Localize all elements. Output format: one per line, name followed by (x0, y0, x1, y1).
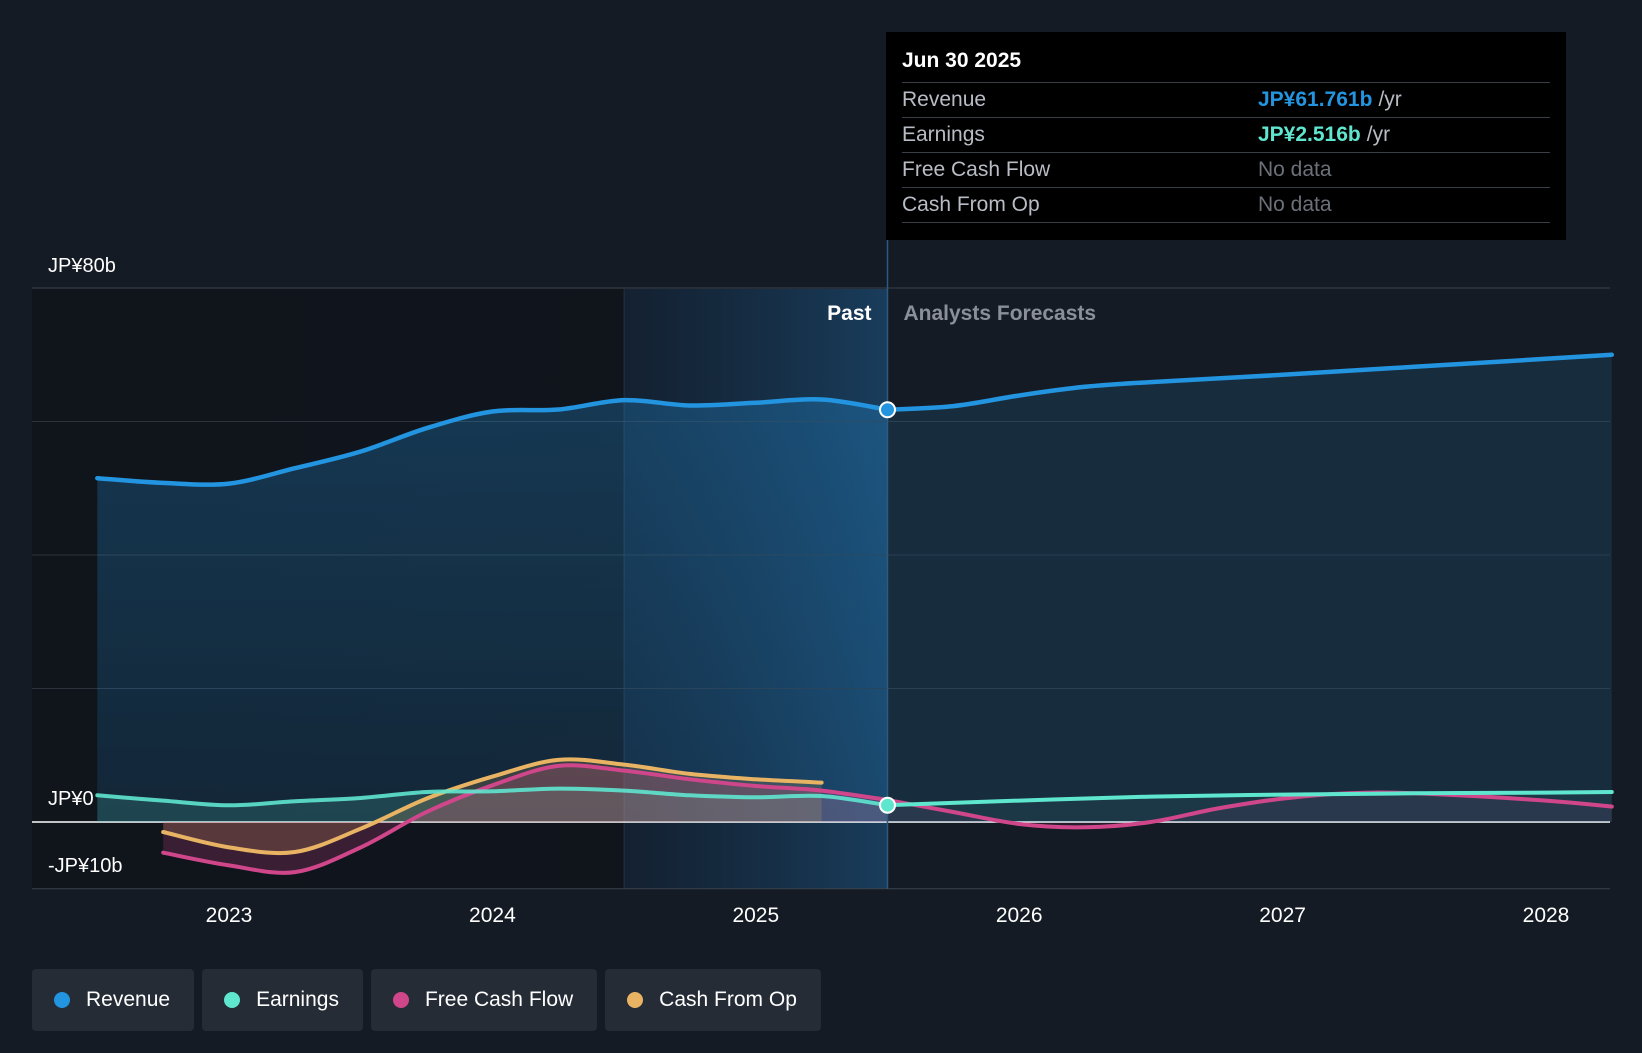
legend-label: Cash From Op (659, 988, 797, 1011)
earnings-line-forecast (885, 790, 1614, 808)
tooltip-label: Earnings (902, 123, 985, 146)
revenue-area-forecast (887, 354, 1612, 822)
free-cash-flow-area-forecast (887, 792, 1612, 828)
earnings-marker (879, 796, 896, 814)
tooltip-row-revenue: Revenue JP¥61.761b /yr (902, 82, 1550, 117)
tooltip: Jun 30 2025 Revenue JP¥61.761b /yr Earni… (886, 32, 1566, 240)
x-tick-label: 2028 (1523, 904, 1570, 927)
revenue-marker (879, 401, 896, 419)
cash-from-op-area-past (163, 759, 822, 854)
legend-item-free-cash-flow[interactable]: Free Cash Flow (370, 969, 598, 1031)
legend-item-revenue[interactable]: Revenue (32, 969, 195, 1031)
legend-item-cash-from-op[interactable]: Cash From Op (605, 969, 821, 1031)
revenue-line-forecast (885, 352, 1615, 412)
free-cash-flow-area-past (163, 765, 888, 873)
tooltip-row-cash-from-op: Cash From Op No data (902, 187, 1550, 223)
x-tick-label: 2025 (732, 904, 779, 927)
legend-label: Revenue (86, 988, 171, 1011)
cash-from-op-dot-icon (627, 992, 644, 1008)
free-cash-flow-dot-icon (392, 992, 409, 1008)
cash-from-op-line-past (161, 757, 824, 856)
earnings-line-past (95, 786, 890, 808)
x-tick-label: 2027 (1259, 904, 1306, 927)
tooltip-label: Cash From Op (902, 193, 1040, 216)
tooltip-row-earnings: Earnings JP¥2.516b /yr (902, 117, 1550, 152)
tooltip-unit: /yr (1378, 88, 1402, 111)
revenue-dot-icon (54, 992, 70, 1008)
tooltip-row-free-cash-flow: Free Cash Flow No data (902, 152, 1550, 187)
tooltip-date: Jun 30 2025 (902, 49, 1022, 72)
legend-label: Earnings (256, 988, 339, 1011)
revenue-area-past (97, 399, 888, 822)
y-axis-label-bottom: -JP¥10b (48, 855, 123, 877)
free-cash-flow-line-past (161, 763, 890, 875)
tooltip-label: Free Cash Flow (902, 158, 1051, 181)
legend: Revenue Earnings Free Cash Flow Cash Fro… (32, 969, 821, 1031)
x-tick-label: 2026 (996, 904, 1043, 927)
tooltip-label: Revenue (902, 88, 987, 111)
y-axis-label-top: JP¥80b (48, 255, 116, 277)
free-cash-flow-line-forecast (885, 790, 1614, 830)
earnings-dot-icon (224, 992, 241, 1008)
tooltip-no-data: No data (1258, 193, 1332, 216)
legend-item-earnings[interactable]: Earnings (202, 969, 363, 1031)
x-tick-label: 2024 (469, 904, 516, 927)
tooltip-value: JP¥61.761b (1258, 88, 1373, 111)
x-tick-label: 2023 (206, 904, 253, 927)
tooltip-unit: /yr (1366, 123, 1391, 146)
past-label: Past (827, 302, 871, 325)
tooltip-value: JP¥2.516b (1258, 123, 1361, 146)
tooltip-no-data: No data (1258, 158, 1332, 181)
forecast-label: Analysts Forecasts (904, 302, 1097, 325)
revenue-line-past (95, 397, 890, 487)
y-axis-label-zero: JP¥0 (48, 788, 94, 810)
legend-label: Free Cash Flow (424, 988, 574, 1011)
